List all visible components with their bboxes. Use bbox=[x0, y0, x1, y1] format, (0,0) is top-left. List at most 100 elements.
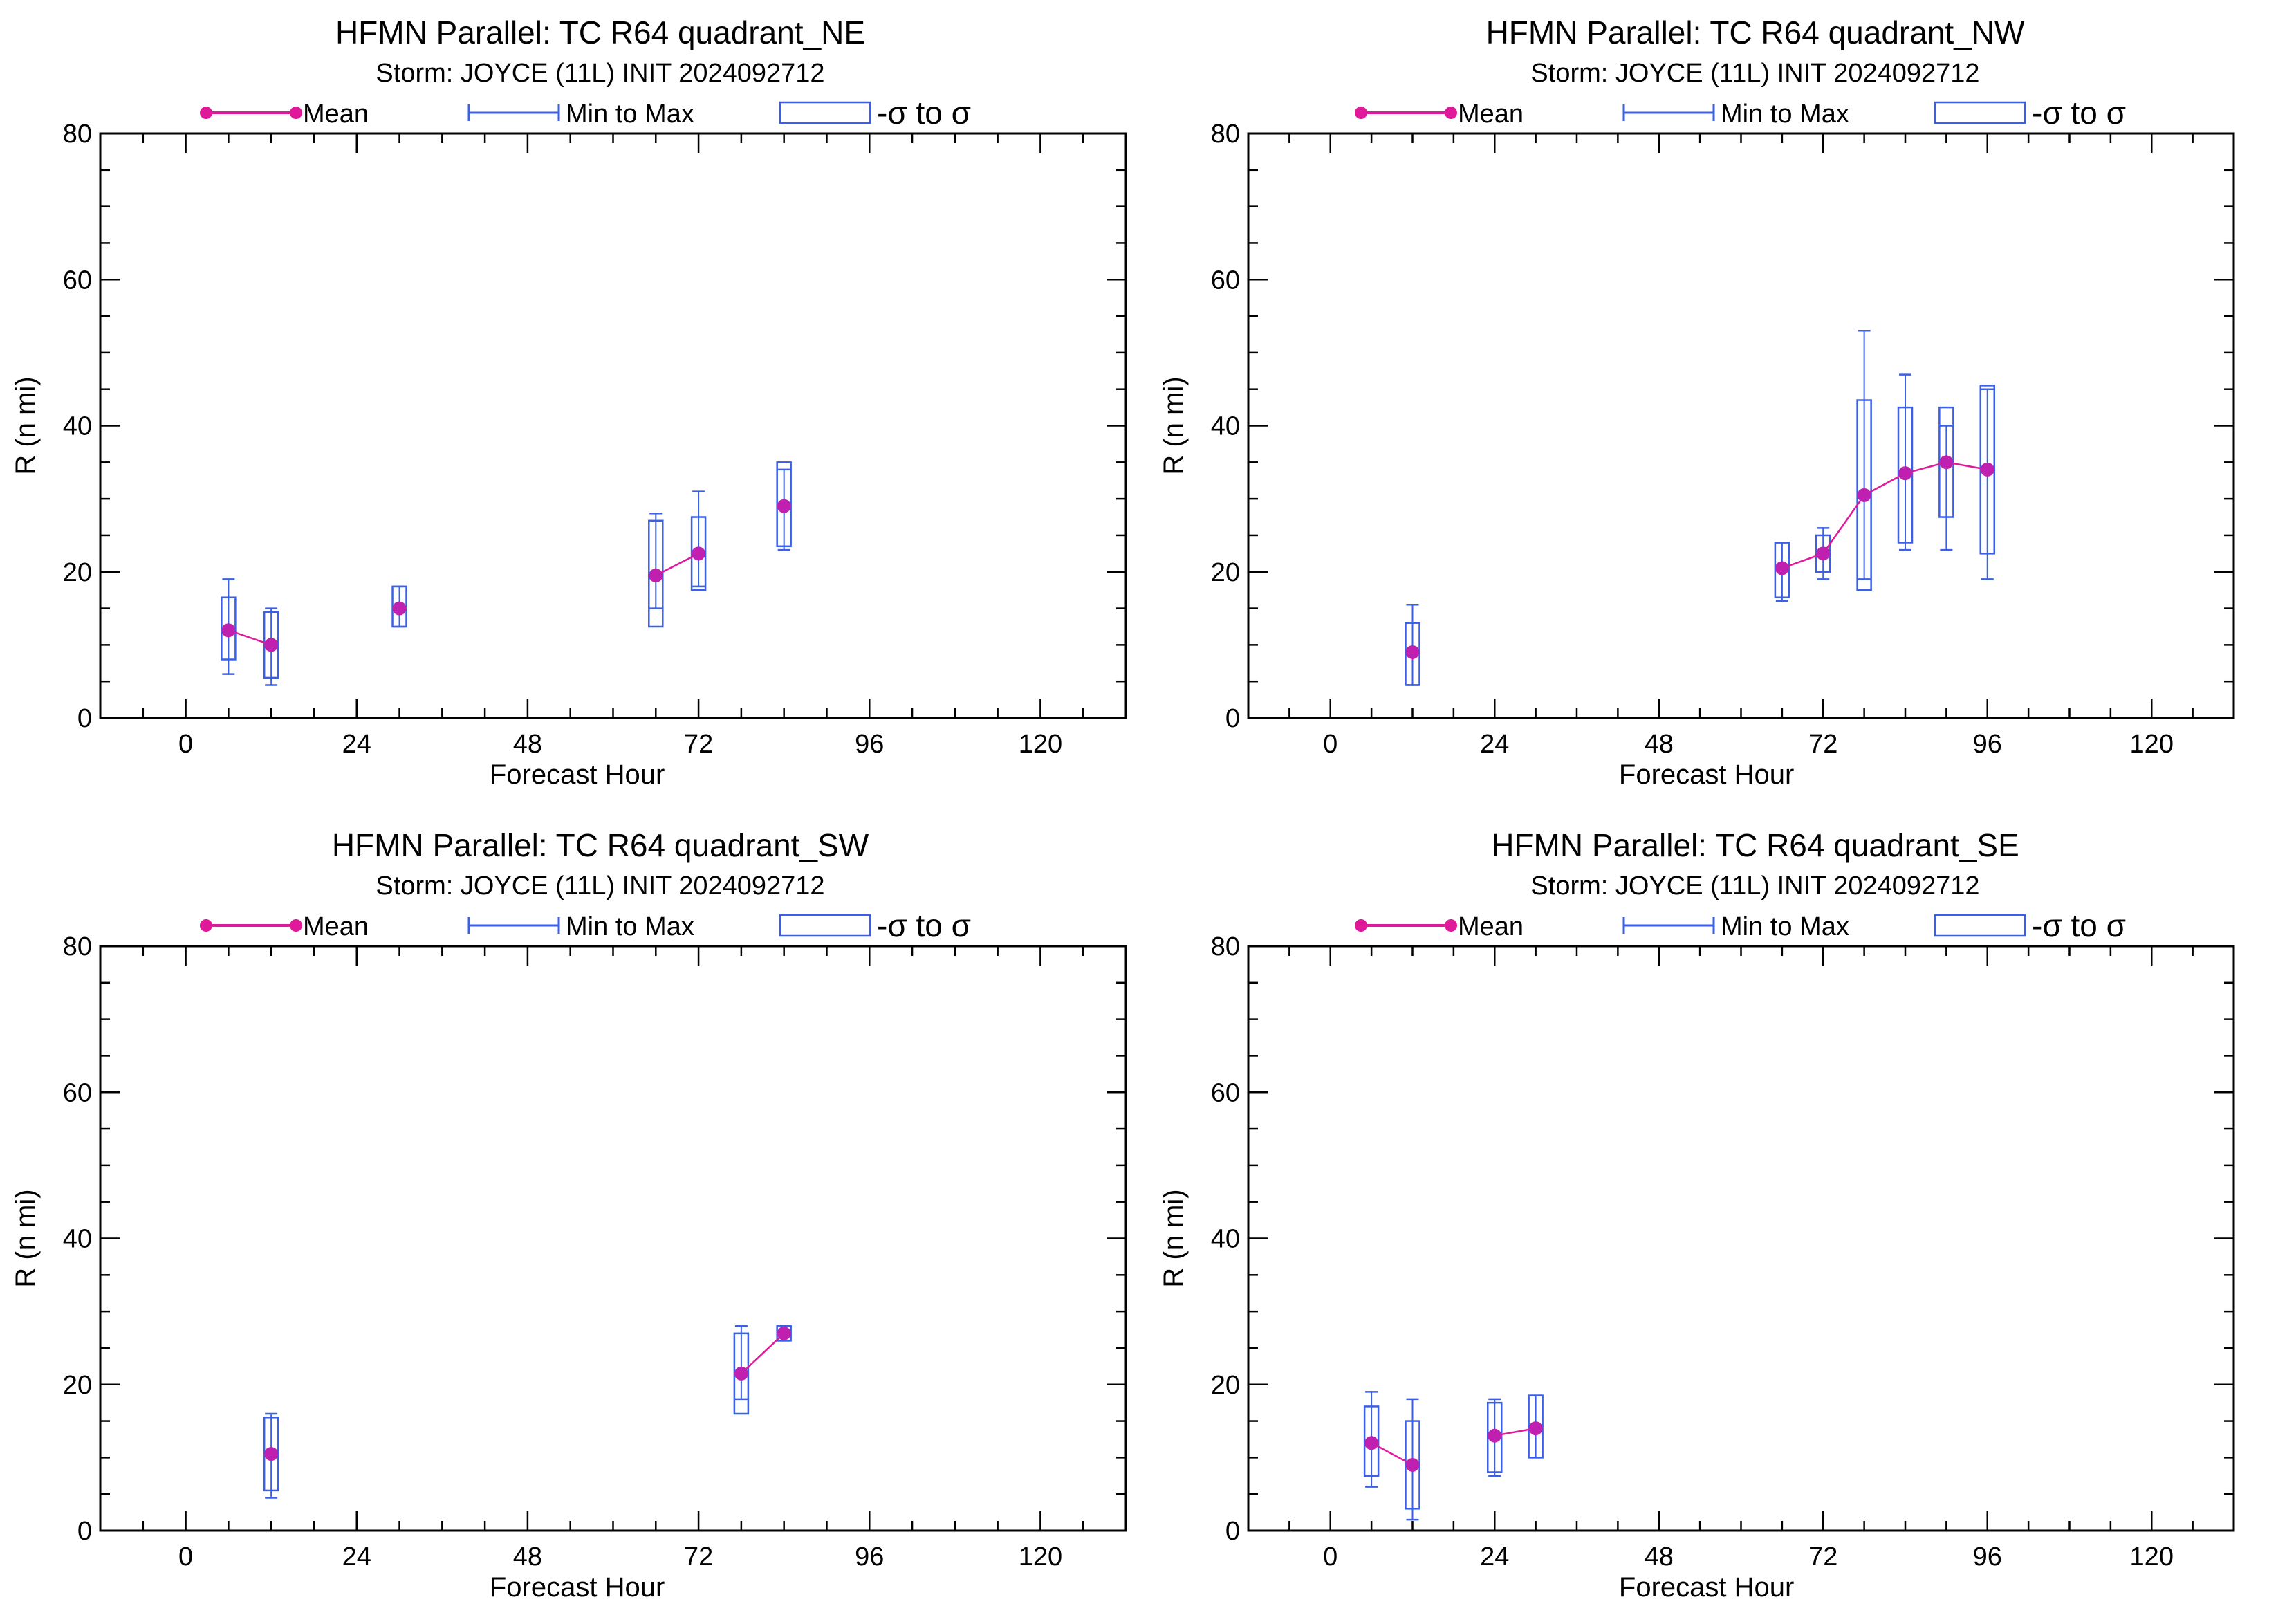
chart-panel-2: HFMN Parallel: TC R64 quadrant_NW Storm: … bbox=[1158, 15, 2235, 790]
y-tick-label: 20 bbox=[63, 1371, 92, 1400]
mean-point bbox=[392, 601, 407, 616]
x-tick-label: 48 bbox=[1645, 1542, 1674, 1571]
x-tick-label: 48 bbox=[1645, 730, 1674, 759]
x-tick-label: 72 bbox=[1808, 1542, 1837, 1571]
legend-sigma-label: -σ to σ bbox=[877, 95, 971, 131]
legend-mean-marker bbox=[200, 919, 212, 932]
x-tick-label: 72 bbox=[684, 1542, 713, 1571]
y-tick-label: 0 bbox=[77, 704, 92, 733]
y-tick-label: 0 bbox=[1225, 704, 1240, 733]
mean-line-segment bbox=[1864, 472, 1906, 496]
mean-line-segment bbox=[1822, 495, 1865, 555]
y-tick-label: 40 bbox=[1211, 412, 1240, 441]
y-axis-label: R (n mi) bbox=[10, 376, 41, 474]
mean-line-segment bbox=[1781, 553, 1824, 569]
legend-sigma-label: -σ to σ bbox=[2032, 95, 2126, 131]
legend-sigma-box bbox=[1934, 101, 2026, 124]
legend-range-label: Min to Max bbox=[1721, 100, 1849, 129]
mean-point bbox=[1898, 466, 1912, 481]
x-tick-label: 24 bbox=[1480, 730, 1509, 759]
mean-point bbox=[1980, 462, 1994, 477]
x-tick-label: 72 bbox=[684, 730, 713, 759]
x-tick-label: 24 bbox=[1480, 1542, 1509, 1571]
mean-point bbox=[264, 1447, 279, 1461]
x-tick-label: 120 bbox=[2130, 730, 2174, 759]
plot-frame bbox=[1247, 945, 2235, 1532]
x-axis-label: Forecast Hour bbox=[1619, 1572, 1794, 1603]
x-axis-label: Forecast Hour bbox=[490, 1572, 665, 1603]
mean-point bbox=[1816, 546, 1831, 561]
mean-point bbox=[1488, 1428, 1502, 1443]
mean-line-segment bbox=[1494, 1427, 1536, 1437]
legend: Mean Min to Max -σ to σ bbox=[200, 907, 971, 943]
y-tick-label: 60 bbox=[1211, 1078, 1240, 1107]
mean-point bbox=[1364, 1436, 1379, 1450]
y-tick-label: 20 bbox=[63, 558, 92, 587]
y-axis-label: R (n mi) bbox=[10, 1189, 41, 1287]
x-tick-label: 96 bbox=[855, 1542, 884, 1571]
plot-frame bbox=[99, 945, 1127, 1532]
chart-panel-1: HFMN Parallel: TC R64 quadrant_NE Storm: … bbox=[10, 15, 1127, 790]
x-tick-label: 48 bbox=[513, 730, 542, 759]
mean-point bbox=[734, 1366, 748, 1381]
legend-mean-marker bbox=[290, 919, 302, 932]
y-tick-label: 40 bbox=[63, 412, 92, 441]
plot-frame bbox=[99, 132, 1127, 719]
legend-mean-label: Mean bbox=[1458, 100, 1524, 129]
mean-point bbox=[264, 638, 279, 652]
y-tick-label: 20 bbox=[1211, 1371, 1240, 1400]
mean-line-segment bbox=[1905, 461, 1947, 474]
chart-panel-3: HFMN Parallel: TC R64 quadrant_SW Storm: … bbox=[10, 827, 1127, 1603]
y-tick-label: 60 bbox=[63, 266, 92, 295]
y-tick-label: 80 bbox=[1211, 120, 1240, 149]
chart-title: HFMN Parallel: TC R64 quadrant_NE bbox=[335, 15, 865, 50]
chart-title: HFMN Parallel: TC R64 quadrant_NW bbox=[1486, 15, 2025, 50]
y-tick-label: 40 bbox=[63, 1225, 92, 1254]
mean-point bbox=[1939, 455, 1954, 470]
mean-point bbox=[221, 623, 236, 638]
mean-line-segment bbox=[1946, 461, 1988, 471]
chart-subtitle: Storm: JOYCE (11L) INIT 2024092712 bbox=[376, 871, 824, 901]
mean-point bbox=[692, 546, 706, 561]
x-axis-label: Forecast Hour bbox=[490, 759, 665, 790]
y-tick-label: 0 bbox=[77, 1517, 92, 1546]
legend: Mean Min to Max -σ to σ bbox=[1355, 95, 2126, 131]
chart-title: HFMN Parallel: TC R64 quadrant_SE bbox=[1491, 827, 2019, 863]
y-tick-label: 80 bbox=[63, 120, 92, 149]
legend-mean-marker bbox=[200, 107, 212, 119]
mean-point bbox=[777, 1326, 791, 1340]
y-tick-label: 60 bbox=[63, 1078, 92, 1107]
chart-title: HFMN Parallel: TC R64 quadrant_SW bbox=[332, 827, 869, 863]
legend-range-label: Min to Max bbox=[566, 912, 694, 941]
legend-sigma-box bbox=[1934, 914, 2026, 937]
y-tick-label: 20 bbox=[1211, 558, 1240, 587]
mean-line-segment bbox=[228, 629, 272, 646]
legend-sigma-label: -σ to σ bbox=[877, 907, 971, 943]
x-tick-label: 96 bbox=[855, 730, 884, 759]
mean-point bbox=[1775, 561, 1789, 575]
y-tick-label: 40 bbox=[1211, 1225, 1240, 1254]
x-tick-label: 0 bbox=[178, 1542, 193, 1571]
legend-mean-label: Mean bbox=[303, 912, 369, 941]
legend-mean-label: Mean bbox=[303, 100, 369, 129]
legend-mean-marker bbox=[1355, 919, 1367, 932]
x-tick-label: 24 bbox=[342, 730, 371, 759]
x-tick-label: 0 bbox=[1323, 730, 1337, 759]
x-tick-label: 0 bbox=[178, 730, 193, 759]
mean-point bbox=[1528, 1421, 1543, 1436]
y-tick-label: 0 bbox=[1225, 1517, 1240, 1546]
x-tick-label: 48 bbox=[513, 1542, 542, 1571]
x-tick-label: 24 bbox=[342, 1542, 371, 1571]
legend-mean-marker bbox=[1445, 919, 1457, 932]
y-tick-label: 80 bbox=[1211, 932, 1240, 961]
mean-point bbox=[1405, 645, 1420, 659]
x-tick-label: 120 bbox=[1019, 1542, 1062, 1571]
legend-mean-marker bbox=[1355, 107, 1367, 119]
legend-sigma-box bbox=[779, 101, 871, 124]
x-tick-label: 72 bbox=[1808, 730, 1837, 759]
legend-mean-marker bbox=[1445, 107, 1457, 119]
legend-range-label: Min to Max bbox=[1721, 912, 1849, 941]
mean-line-segment bbox=[655, 553, 699, 577]
chart-subtitle: Storm: JOYCE (11L) INIT 2024092712 bbox=[1530, 871, 1979, 901]
